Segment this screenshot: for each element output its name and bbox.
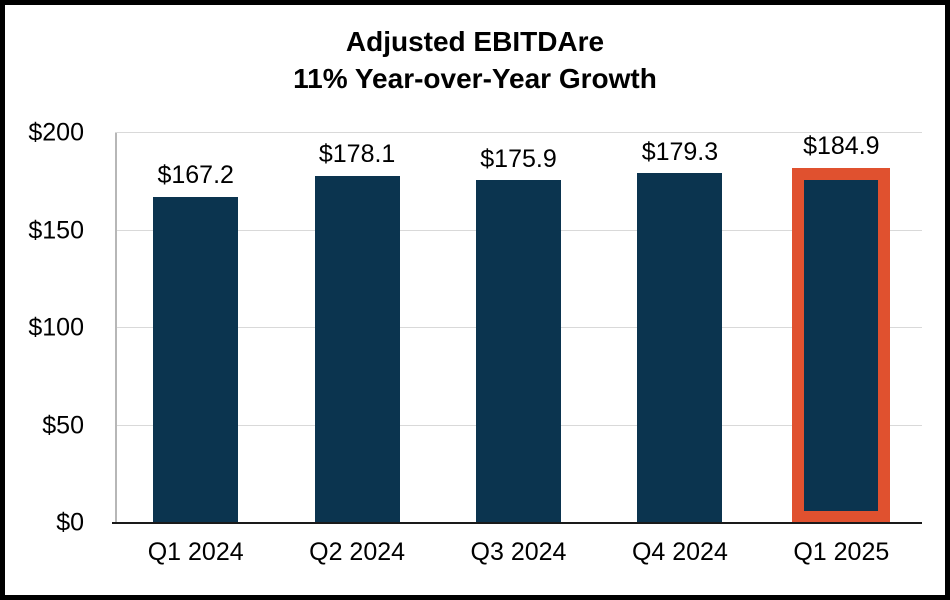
x-axis-labels: Q1 2024 Q2 2024 Q3 2024 Q4 2024 Q1 2025 xyxy=(115,538,922,567)
bar-value-label: $175.9 xyxy=(480,144,557,173)
y-tick-label: $150 xyxy=(28,216,84,244)
chart-title-line1: Adjusted EBITDAre xyxy=(345,26,605,57)
y-tick-label: $100 xyxy=(28,313,84,342)
bar-value-label: $178.1 xyxy=(318,140,396,169)
bar-value-label: $184.9 xyxy=(803,132,880,160)
bars-container: $167.2 $178.1 $175.9 $179.3 $184.9 xyxy=(115,132,922,523)
bar-slot: $175.9 xyxy=(438,133,599,523)
y-axis-labels: $0 $50 $100 $150 $200 xyxy=(5,120,84,535)
bar xyxy=(153,196,239,523)
bar xyxy=(637,173,723,523)
bar-value-label: $179.3 xyxy=(641,137,719,166)
chart-title: Adjusted EBITDAre 11% Year-over-Year Gro… xyxy=(5,23,945,97)
bar-slot: $178.1 xyxy=(276,133,437,523)
x-tick-label: Q2 2024 xyxy=(309,538,406,566)
plot-area: $167.2 $178.1 $175.9 $179.3 $184.9 xyxy=(112,132,922,524)
gridline xyxy=(115,132,922,133)
x-tick-label: Q4 2024 xyxy=(631,538,728,566)
bar-slot: $179.3 xyxy=(599,133,760,523)
chart-title-line2: 11% Year-over-Year Growth xyxy=(293,63,657,94)
y-axis-line xyxy=(115,133,117,523)
bar xyxy=(314,175,400,523)
x-tick-label: Q1 2025 xyxy=(793,538,890,566)
x-tick-label: Q3 2024 xyxy=(470,538,567,566)
x-axis-line xyxy=(112,522,922,524)
bar-value-label: $167.2 xyxy=(157,161,234,190)
y-tick-label: $200 xyxy=(28,118,84,147)
bar-highlighted xyxy=(792,167,891,523)
bar-slot: $184.9 xyxy=(761,132,922,523)
y-tick-label: $50 xyxy=(42,411,84,439)
x-tick-label: Q1 2024 xyxy=(147,538,244,566)
bar-slot: $167.2 xyxy=(115,133,276,523)
bar xyxy=(476,180,562,523)
y-tick-label: $0 xyxy=(56,508,84,537)
